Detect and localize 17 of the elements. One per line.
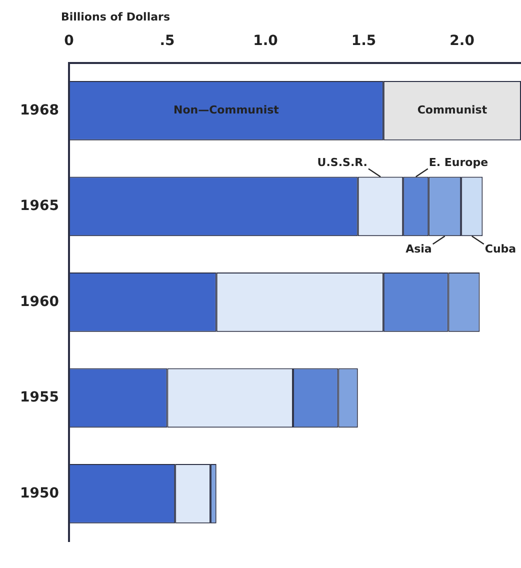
y-tick-label: 1950 — [20, 485, 60, 502]
y-tick-label: 1968 — [20, 102, 59, 118]
series-label: U.S.S.R. — [317, 156, 368, 170]
series-label: Communist — [417, 104, 488, 117]
y-tick-label: 1960 — [20, 294, 60, 310]
x-tick-label: .5 — [160, 33, 175, 50]
series-label: Non—Communist — [174, 104, 279, 117]
x-axis-title: Billions of Dollars — [60, 10, 170, 24]
x-tick-label: 1.5 — [351, 33, 376, 50]
x-tick-label: 2.0 — [450, 33, 475, 50]
series-label: Cuba — [484, 242, 516, 256]
series-label: Asia — [406, 242, 432, 256]
x-tick-label: 1.0 — [253, 33, 278, 50]
x-tick-label: 0 — [64, 33, 74, 50]
y-tick-label: 1965 — [20, 198, 59, 214]
y-tick-label: 1955 — [20, 390, 59, 406]
series-label: E. Europe — [428, 156, 488, 170]
